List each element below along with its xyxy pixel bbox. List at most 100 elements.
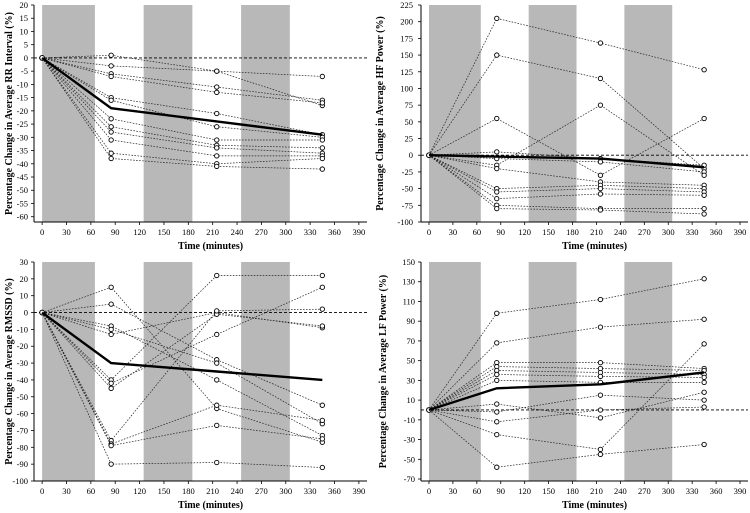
data-point xyxy=(494,15,500,22)
y-tick-label: -15 xyxy=(17,93,28,103)
data-point xyxy=(597,359,604,366)
x-tick-label: 330 xyxy=(304,486,317,496)
y-tick-label: 30 xyxy=(20,257,29,267)
y-tick-label: 50 xyxy=(405,117,414,127)
x-axis-label: Time (minutes) xyxy=(178,241,243,252)
data-point xyxy=(214,145,220,151)
data-point xyxy=(597,159,604,165)
subject-line xyxy=(41,57,323,141)
data-point xyxy=(494,371,500,378)
y-tick-label: -5 xyxy=(21,66,28,76)
subject-line xyxy=(41,57,323,136)
x-tick-label: 120 xyxy=(133,227,146,237)
data-point xyxy=(108,97,114,103)
y-tick-label: -50 xyxy=(17,185,28,195)
shaded-period xyxy=(241,5,290,222)
subject-line xyxy=(428,391,705,419)
subject-line xyxy=(428,370,705,411)
x-tick-label: 300 xyxy=(662,486,675,496)
subject-line xyxy=(41,308,323,442)
data-point xyxy=(701,404,707,410)
y-tick-label: -40 xyxy=(17,375,28,385)
data-point xyxy=(214,308,220,314)
y-tick-label: -25 xyxy=(17,119,28,129)
subject-line xyxy=(42,54,323,77)
data-point xyxy=(214,402,220,408)
data-point xyxy=(494,310,500,316)
y-tick-label: 10 xyxy=(20,291,29,301)
subject-line xyxy=(428,366,705,411)
data-point xyxy=(494,340,500,346)
data-point xyxy=(319,402,325,408)
data-point xyxy=(214,422,220,429)
x-tick-label: 300 xyxy=(662,227,675,237)
data-point xyxy=(597,392,604,398)
data-point xyxy=(319,73,325,80)
subject-line xyxy=(428,362,705,411)
subject-line xyxy=(428,154,705,199)
x-tick-label: 30 xyxy=(449,227,458,237)
x-tick-label: 360 xyxy=(328,486,341,496)
shaded-period xyxy=(42,5,95,222)
data-point xyxy=(701,389,707,395)
x-tick-label: 210 xyxy=(590,486,603,496)
subject-line xyxy=(42,312,323,436)
x-axis-label: Time (minutes) xyxy=(562,500,627,511)
x-tick-label: 90 xyxy=(497,486,506,496)
y-tick-label: -55 xyxy=(17,198,28,208)
x-tick-label: 240 xyxy=(231,486,244,496)
x-tick-label: 90 xyxy=(111,227,120,237)
data-point xyxy=(108,116,114,122)
y-axis-label: Percentage Change in Average LF Power (%… xyxy=(378,275,389,468)
data-point xyxy=(108,442,114,449)
data-point xyxy=(701,441,707,448)
data-point xyxy=(597,191,604,197)
shaded-period xyxy=(143,262,193,481)
x-tick-label: 150 xyxy=(542,486,555,496)
data-point xyxy=(701,397,707,403)
data-point xyxy=(597,446,604,453)
shaded-period xyxy=(624,262,673,481)
x-tick-label: 210 xyxy=(206,486,219,496)
data-point xyxy=(319,155,325,162)
mean-line xyxy=(41,311,323,382)
x-tick-label: 30 xyxy=(449,486,458,496)
data-point xyxy=(108,155,114,162)
x-tick-label: 270 xyxy=(255,227,268,237)
shaded-period xyxy=(428,5,481,222)
data-point xyxy=(701,341,707,347)
data-point xyxy=(597,75,604,82)
shaded-period xyxy=(428,262,481,481)
y-tick-label: -50 xyxy=(404,454,415,464)
x-tick-label: 270 xyxy=(255,486,268,496)
y-tick-label: 25 xyxy=(405,134,414,144)
data-point xyxy=(108,63,114,69)
y-tick-label: -40 xyxy=(17,159,28,169)
x-axis-label: Time (minutes) xyxy=(178,500,243,511)
subject-line xyxy=(42,57,323,104)
data-point xyxy=(214,124,220,130)
y-tick-label: 150 xyxy=(400,50,413,60)
subject-line xyxy=(428,118,705,176)
x-tick-label: 0 xyxy=(427,486,431,496)
shaded-period xyxy=(241,262,290,481)
data-point xyxy=(108,137,114,143)
mean-line xyxy=(428,371,705,412)
shaded-period xyxy=(528,5,577,222)
data-point xyxy=(214,84,220,90)
x-tick-label: 0 xyxy=(427,227,431,237)
data-point xyxy=(701,172,707,178)
x-tick-label: 60 xyxy=(87,227,96,237)
y-tick-label: -80 xyxy=(17,442,28,452)
y-tick-label: 225 xyxy=(400,0,413,10)
y-tick-label: -70 xyxy=(17,425,28,435)
data-point xyxy=(319,272,325,279)
x-tick-label: 240 xyxy=(614,486,627,496)
data-point xyxy=(108,284,114,290)
data-point xyxy=(597,407,604,413)
y-tick-label: -20 xyxy=(17,106,28,116)
data-point xyxy=(701,205,707,212)
y-axis-label: Percentage Change in Average RMSSD (%) xyxy=(4,278,15,465)
data-point xyxy=(319,417,325,424)
y-tick-label: 10 xyxy=(20,26,29,36)
